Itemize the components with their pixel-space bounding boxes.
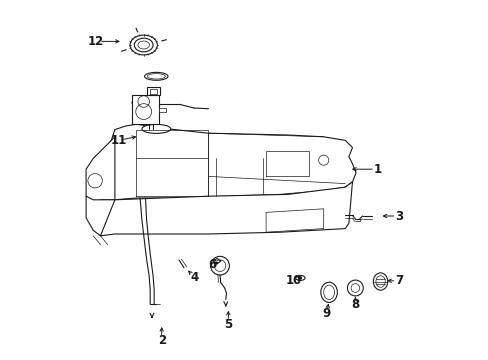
Polygon shape bbox=[86, 137, 115, 209]
Circle shape bbox=[298, 276, 302, 280]
Ellipse shape bbox=[142, 124, 170, 133]
Polygon shape bbox=[86, 196, 115, 236]
Polygon shape bbox=[147, 87, 160, 95]
Polygon shape bbox=[132, 95, 159, 124]
Text: 7: 7 bbox=[394, 274, 403, 287]
Text: 3: 3 bbox=[394, 210, 403, 222]
Text: 9: 9 bbox=[322, 307, 330, 320]
Text: 11: 11 bbox=[110, 134, 126, 147]
Polygon shape bbox=[93, 182, 352, 236]
Polygon shape bbox=[89, 124, 355, 200]
Text: 1: 1 bbox=[373, 163, 381, 176]
Text: 8: 8 bbox=[350, 298, 359, 311]
Text: 2: 2 bbox=[157, 334, 165, 347]
Ellipse shape bbox=[132, 99, 159, 106]
Text: 10: 10 bbox=[285, 274, 302, 287]
Text: 5: 5 bbox=[224, 318, 232, 330]
Text: 12: 12 bbox=[88, 35, 104, 48]
Text: 4: 4 bbox=[189, 271, 198, 284]
Ellipse shape bbox=[130, 35, 157, 55]
Text: 6: 6 bbox=[207, 258, 216, 271]
Ellipse shape bbox=[144, 72, 168, 80]
Polygon shape bbox=[159, 108, 166, 112]
